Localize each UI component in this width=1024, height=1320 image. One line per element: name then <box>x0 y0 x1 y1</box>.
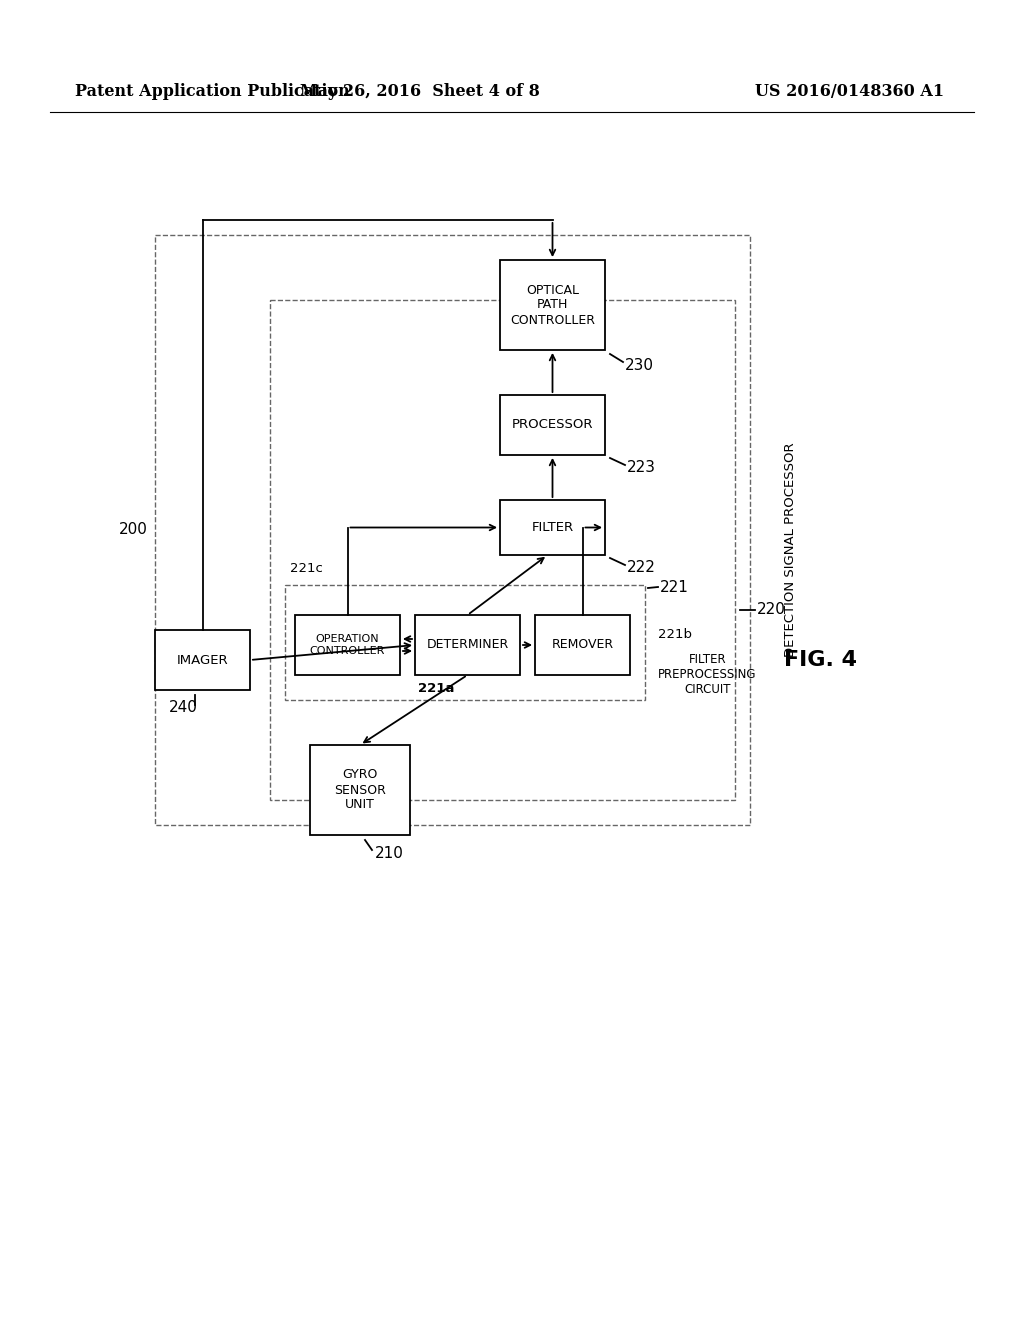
Bar <box>535 615 630 675</box>
Text: May 26, 2016  Sheet 4 of 8: May 26, 2016 Sheet 4 of 8 <box>300 83 540 100</box>
Text: 200: 200 <box>119 523 147 537</box>
Bar <box>415 615 520 675</box>
Text: OPERATION
CONTROLLER: OPERATION CONTROLLER <box>310 634 385 656</box>
Text: 223: 223 <box>627 459 656 474</box>
Text: 240: 240 <box>169 701 198 715</box>
Text: 221c: 221c <box>290 562 323 576</box>
Text: 221a: 221a <box>418 682 455 696</box>
Text: DETERMINER: DETERMINER <box>426 639 509 652</box>
Text: 220: 220 <box>757 602 785 618</box>
Bar <box>500 395 605 455</box>
Text: US 2016/0148360 A1: US 2016/0148360 A1 <box>755 83 944 100</box>
Text: PROCESSOR: PROCESSOR <box>512 418 593 432</box>
Text: OPTICAL
PATH
CONTROLLER: OPTICAL PATH CONTROLLER <box>510 284 595 326</box>
Text: GYRO
SENSOR
UNIT: GYRO SENSOR UNIT <box>334 768 386 812</box>
Bar <box>295 615 400 675</box>
Bar <box>500 500 605 554</box>
Text: 230: 230 <box>625 358 654 372</box>
Text: DETECTION SIGNAL PROCESSOR: DETECTION SIGNAL PROCESSOR <box>783 442 797 657</box>
Bar <box>155 630 250 690</box>
Text: Patent Application Publication: Patent Application Publication <box>75 83 350 100</box>
Bar <box>285 585 645 700</box>
Text: IMAGER: IMAGER <box>177 653 228 667</box>
Text: FIG. 4: FIG. 4 <box>783 649 856 671</box>
Text: 221: 221 <box>660 581 689 595</box>
Text: 221b: 221b <box>658 628 692 642</box>
Text: 210: 210 <box>375 846 403 861</box>
Text: FILTER: FILTER <box>531 521 573 535</box>
Bar <box>155 235 750 825</box>
Bar <box>500 260 605 350</box>
Text: FILTER
PREPROCESSING
CIRCUIT: FILTER PREPROCESSING CIRCUIT <box>658 653 757 696</box>
Bar <box>270 300 735 800</box>
Text: 222: 222 <box>627 560 656 574</box>
Bar <box>310 744 410 836</box>
Text: REMOVER: REMOVER <box>552 639 613 652</box>
